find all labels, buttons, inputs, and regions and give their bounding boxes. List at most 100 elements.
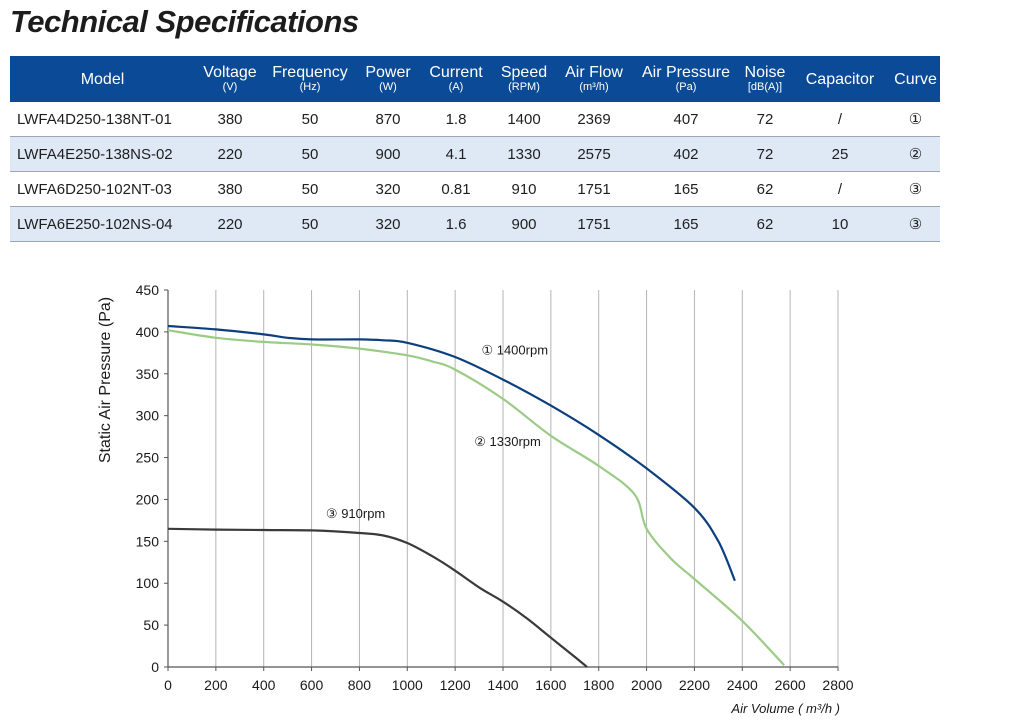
- cell-curve: ①: [891, 102, 940, 137]
- cell-air-pressure: 165: [631, 206, 741, 242]
- y-tick-label: 300: [136, 408, 160, 424]
- x-axis-title: Air Volume ( m³/h ): [730, 701, 840, 716]
- cell-power: 320: [355, 206, 421, 242]
- page-title: Technical Specifications: [10, 4, 359, 39]
- cell-voltage: 220: [195, 206, 265, 242]
- cell-capacitor: /: [789, 102, 891, 137]
- x-tick-label: 2600: [775, 677, 806, 693]
- cell-noise: 62: [741, 171, 789, 207]
- spec-table: Model Voltage (V) Frequency (Hz) Power (W) …: [10, 56, 940, 242]
- cell-speed: 900: [491, 206, 557, 242]
- cell-capacitor: 25: [789, 136, 891, 172]
- column-header-unit: (Pa): [675, 81, 697, 93]
- y-axis-title: Static Air Pressure (Pa): [97, 297, 114, 463]
- cell-power: 900: [355, 136, 421, 172]
- x-tick-label: 1000: [392, 677, 423, 693]
- cell-air-flow: 2369: [557, 102, 631, 137]
- column-header-current: Current (A): [421, 56, 491, 102]
- table-row: LWFA4E250-138NS-02 220 50 900 4.1 1330 2…: [10, 136, 940, 172]
- cell-model: LWFA4D250-138NT-01: [10, 102, 195, 137]
- column-header-air-flow: Air Flow (m³/h): [557, 56, 631, 102]
- table-row: LWFA6E250-102NS-04 220 50 320 1.6 900 17…: [10, 206, 940, 242]
- y-tick-label: 0: [151, 659, 159, 675]
- column-header-unit: (Hz): [299, 81, 321, 93]
- cell-frequency: 50: [265, 171, 355, 207]
- table-row: LWFA6D250-102NT-03 380 50 320 0.81 910 1…: [10, 171, 940, 207]
- cell-capacitor: /: [789, 171, 891, 207]
- y-tick-label: 150: [136, 533, 160, 549]
- column-header-model: Model: [10, 56, 195, 102]
- cell-current: 1.6: [421, 206, 491, 242]
- cell-speed: 1330: [491, 136, 557, 172]
- column-header-speed: Speed (RPM): [491, 56, 557, 102]
- series-label: ② 1330rpm: [474, 434, 541, 449]
- y-tick-label: 250: [136, 450, 160, 466]
- series-line-1: [167, 324, 736, 582]
- cell-frequency: 50: [265, 136, 355, 172]
- grid-lines: [215, 290, 839, 667]
- cell-air-pressure: 407: [631, 102, 741, 137]
- column-header-label: Air Pressure: [641, 64, 731, 81]
- series-line-2: [167, 329, 785, 667]
- cell-power: 320: [355, 171, 421, 207]
- x-tick-label: 2800: [822, 677, 853, 693]
- cell-curve: ③: [891, 171, 940, 207]
- column-header-noise: Noise [dB(A)]: [741, 56, 789, 102]
- column-header-label: Model: [80, 70, 125, 88]
- cell-noise: 62: [741, 206, 789, 242]
- x-tick-label: 1200: [440, 677, 471, 693]
- column-header-unit: [dB(A)]: [747, 81, 783, 93]
- cell-voltage: 380: [195, 102, 265, 137]
- y-tick-label: 50: [143, 617, 159, 633]
- cell-current: 4.1: [421, 136, 491, 172]
- y-tick-label: 450: [136, 282, 160, 298]
- cell-air-flow: 1751: [557, 171, 631, 207]
- cell-air-flow: 1751: [557, 206, 631, 242]
- cell-speed: 910: [491, 171, 557, 207]
- series-label: ③ 910rpm: [326, 506, 385, 521]
- column-header-label: Power: [365, 64, 411, 81]
- column-header-label: Air Flow: [565, 64, 623, 81]
- column-header-unit: (W): [379, 81, 397, 93]
- series-line-3: [167, 527, 588, 668]
- cell-curve: ②: [891, 136, 940, 172]
- column-header-unit: (RPM): [508, 81, 540, 93]
- column-header-unit: (V): [222, 81, 238, 93]
- series-label: ① 1400rpm: [481, 343, 548, 358]
- table-row: LWFA4D250-138NT-01 380 50 870 1.8 1400 2…: [10, 102, 940, 137]
- column-header-air-pressure: Air Pressure (Pa): [631, 56, 741, 102]
- cell-frequency: 50: [265, 206, 355, 242]
- column-header-power: Power (W): [355, 56, 421, 102]
- x-tick-label: 2200: [679, 677, 710, 693]
- y-tick-label: 400: [136, 324, 160, 340]
- chart-series: [167, 324, 785, 668]
- column-header-frequency: Frequency (Hz): [265, 56, 355, 102]
- chart-labels: 0 200 400 600 800 1000 1200 1400 1600 1800 2000 220…: [136, 282, 854, 693]
- column-header-label: Curve: [894, 70, 937, 88]
- column-header-unit: (A): [448, 81, 464, 93]
- cell-frequency: 50: [265, 102, 355, 137]
- column-header-label: Speed: [500, 64, 548, 81]
- column-header-capacitor: Capacitor: [789, 56, 891, 102]
- column-header-unit: (m³/h): [579, 81, 609, 93]
- column-header-curve: Curve: [891, 56, 940, 102]
- x-tick-label: 1800: [583, 677, 614, 693]
- x-tick-label: 0: [164, 677, 172, 693]
- y-tick-label: 350: [136, 366, 160, 382]
- chart-axes: [164, 289, 839, 671]
- cell-model: LWFA4E250-138NS-02: [10, 136, 195, 172]
- cell-noise: 72: [741, 102, 789, 137]
- column-header-label: Frequency: [272, 64, 348, 81]
- x-tick-label: 2000: [631, 677, 662, 693]
- cell-voltage: 220: [195, 136, 265, 172]
- table-header-row: Model Voltage (V) Frequency (Hz) Power (W) …: [10, 56, 940, 102]
- x-tick-label: 400: [252, 677, 276, 693]
- x-tick-label: 1600: [535, 677, 566, 693]
- x-tick-label: 800: [348, 677, 372, 693]
- cell-voltage: 380: [195, 171, 265, 207]
- x-tick-label: 600: [300, 677, 324, 693]
- y-tick-label: 100: [136, 575, 160, 591]
- cell-capacitor: 10: [789, 206, 891, 242]
- cell-curve: ③: [891, 206, 940, 242]
- cell-noise: 72: [741, 136, 789, 172]
